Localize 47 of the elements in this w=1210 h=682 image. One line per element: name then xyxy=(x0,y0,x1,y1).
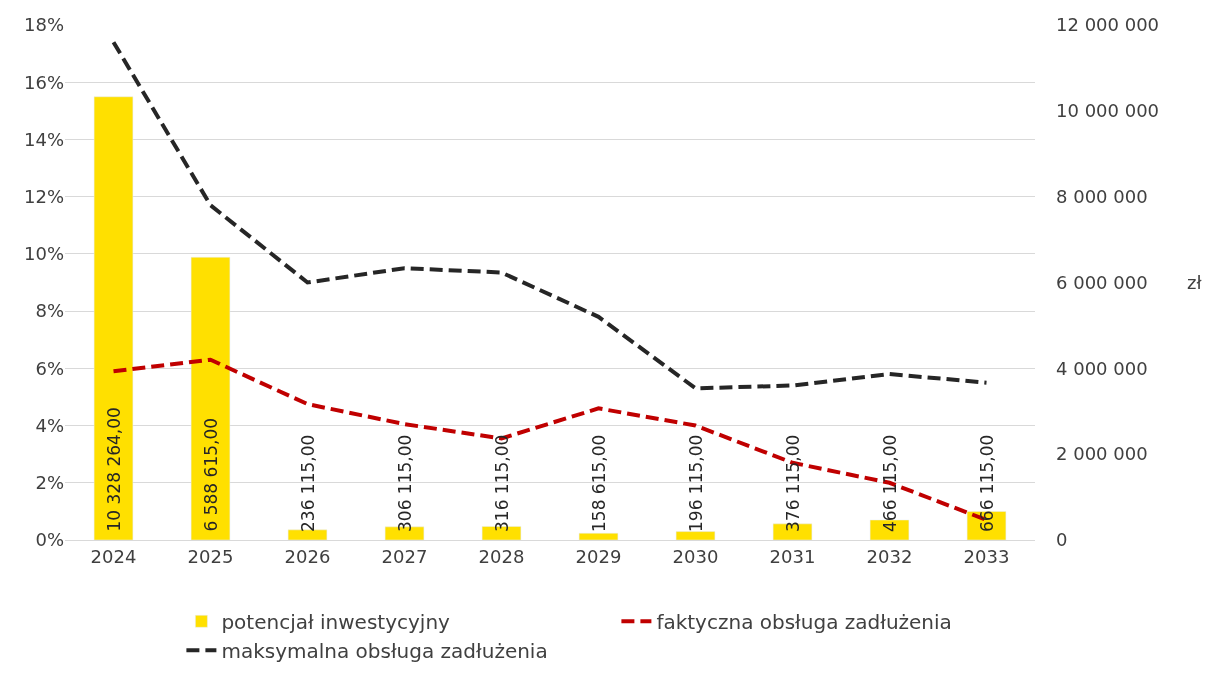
y2-tick-label: 4 000 000 xyxy=(1056,357,1148,379)
x-tick-label: 2033 xyxy=(963,545,1010,567)
x-tick-label: 2027 xyxy=(381,545,428,567)
bar xyxy=(190,256,231,540)
x-tick-label: 2030 xyxy=(672,545,719,567)
y-tick-label: 0% xyxy=(35,529,64,551)
y2-axis-title: zł xyxy=(1187,272,1203,293)
y-tick-label: 14% xyxy=(23,128,64,150)
y-tick-label: 10% xyxy=(23,243,64,265)
data-label: 466 115,00 xyxy=(880,434,900,532)
y-tick-label: 6% xyxy=(35,357,64,379)
y2-tick-label: 12 000 000 xyxy=(1056,14,1160,36)
x-tick-label: 2031 xyxy=(769,545,816,567)
y2-tick-label: 10 000 000 xyxy=(1056,100,1160,122)
line-series xyxy=(111,40,989,391)
y-tick-label: 12% xyxy=(23,185,64,207)
y2-tick-label: 6 000 000 xyxy=(1056,271,1148,293)
y-tick-label: 18% xyxy=(23,14,64,36)
y2-tick-label: 8 000 000 xyxy=(1056,185,1148,207)
legend-label: maksymalna obsługa zadłużenia xyxy=(221,639,548,664)
bar xyxy=(675,531,716,540)
data-label: 236 115,00 xyxy=(298,434,318,532)
legend-label: faktyczna obsługa zadłużenia xyxy=(656,610,952,635)
data-label: 196 115,00 xyxy=(686,434,706,532)
legend-label: potencjał inwestycyjny xyxy=(221,610,451,635)
bar xyxy=(93,96,134,540)
data-label: 10 328 264,00 xyxy=(103,407,124,532)
x-tick-label: 2029 xyxy=(575,545,622,567)
data-label: 666 115,00 xyxy=(977,434,997,532)
y-tick-label: 4% xyxy=(35,414,64,436)
x-tick-label: 2032 xyxy=(866,545,913,567)
y-tick-label: 2% xyxy=(35,472,64,494)
x-tick-label: 2024 xyxy=(90,545,137,567)
data-label: 6 588 615,00 xyxy=(200,417,221,532)
data-label: 306 115,00 xyxy=(395,434,415,532)
data-label: 376 115,00 xyxy=(783,434,803,532)
y2-tick-label: 2 000 000 xyxy=(1056,443,1148,465)
bar xyxy=(578,532,619,540)
bar xyxy=(287,529,328,540)
x-tick-label: 2028 xyxy=(478,545,525,567)
x-tick-label: 2026 xyxy=(284,545,331,567)
x-tick-label: 2025 xyxy=(187,545,234,567)
y2-tick-label: 0 xyxy=(1056,529,1068,551)
data-label: 158 615,00 xyxy=(589,434,609,532)
data-label: 316 115,00 xyxy=(492,434,512,532)
y-tick-label: 8% xyxy=(35,300,64,322)
y-tick-label: 16% xyxy=(23,71,64,93)
